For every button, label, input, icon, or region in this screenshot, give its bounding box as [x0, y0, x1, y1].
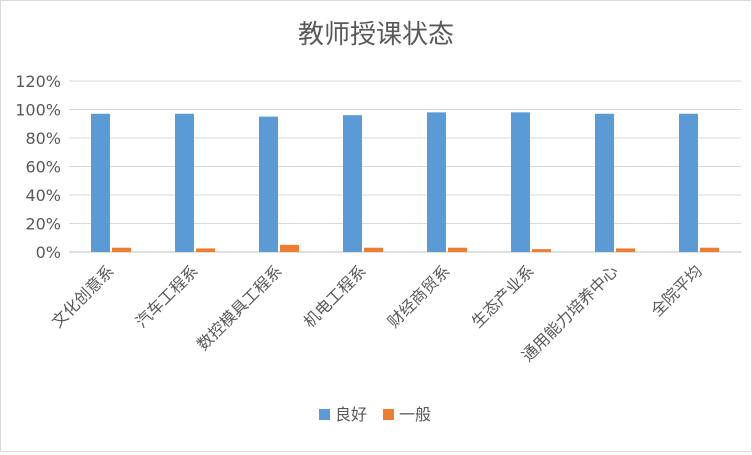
bar-一般-全院平均	[700, 247, 719, 252]
bar-一般-通用能力培养中心	[616, 248, 635, 252]
x-tick-label: 财经商贸系	[384, 261, 454, 331]
x-tick-label: 数控模具工程系	[193, 261, 286, 354]
y-tick-label: 80%	[25, 129, 61, 148]
bar-良好-汽车工程系	[175, 113, 194, 253]
x-tick-label: 机电工程系	[300, 261, 370, 331]
gridlines	[69, 80, 741, 253]
x-tick-label: 汽车工程系	[132, 261, 202, 331]
y-tick-label: 100%	[15, 101, 61, 120]
y-tick-label: 20%	[25, 215, 61, 234]
bar-一般-财经商贸系	[448, 247, 467, 252]
y-tick-label: 120%	[15, 72, 61, 91]
y-axis: 0% 20% 40% 60% 80% 100% 120%	[15, 72, 61, 262]
bar-一般-生态产业系	[532, 249, 551, 252]
bar-良好-机电工程系	[343, 115, 362, 252]
x-tick-label: 全院平均	[647, 261, 706, 320]
bar-一般-数控模具工程系	[280, 244, 299, 252]
y-tick-label: 60%	[25, 158, 61, 177]
bars	[91, 112, 719, 253]
chart-title: 教师授课状态	[298, 20, 454, 50]
bar-一般-文化创意系	[112, 247, 131, 252]
bar-良好-财经商贸系	[427, 112, 446, 252]
y-tick-label: 40%	[25, 186, 61, 205]
bar-良好-数控模具工程系	[259, 116, 278, 252]
legend-label: 良好	[335, 405, 367, 424]
bar-一般-汽车工程系	[196, 248, 215, 252]
x-tick-label: 文化创意系	[48, 261, 118, 331]
legend-swatch	[383, 409, 394, 420]
legend-label: 一般	[399, 405, 431, 424]
legend-swatch	[319, 409, 330, 420]
legend: 良好 一般	[319, 405, 431, 424]
bar-良好-生态产业系	[511, 112, 530, 252]
y-tick-label: 0%	[36, 243, 61, 262]
bar-良好-文化创意系	[91, 113, 110, 253]
bar-一般-机电工程系	[364, 247, 383, 252]
bar-良好-通用能力培养中心	[595, 113, 614, 253]
x-tick-label: 生态产业系	[468, 261, 538, 331]
bar-良好-全院平均	[679, 113, 698, 253]
